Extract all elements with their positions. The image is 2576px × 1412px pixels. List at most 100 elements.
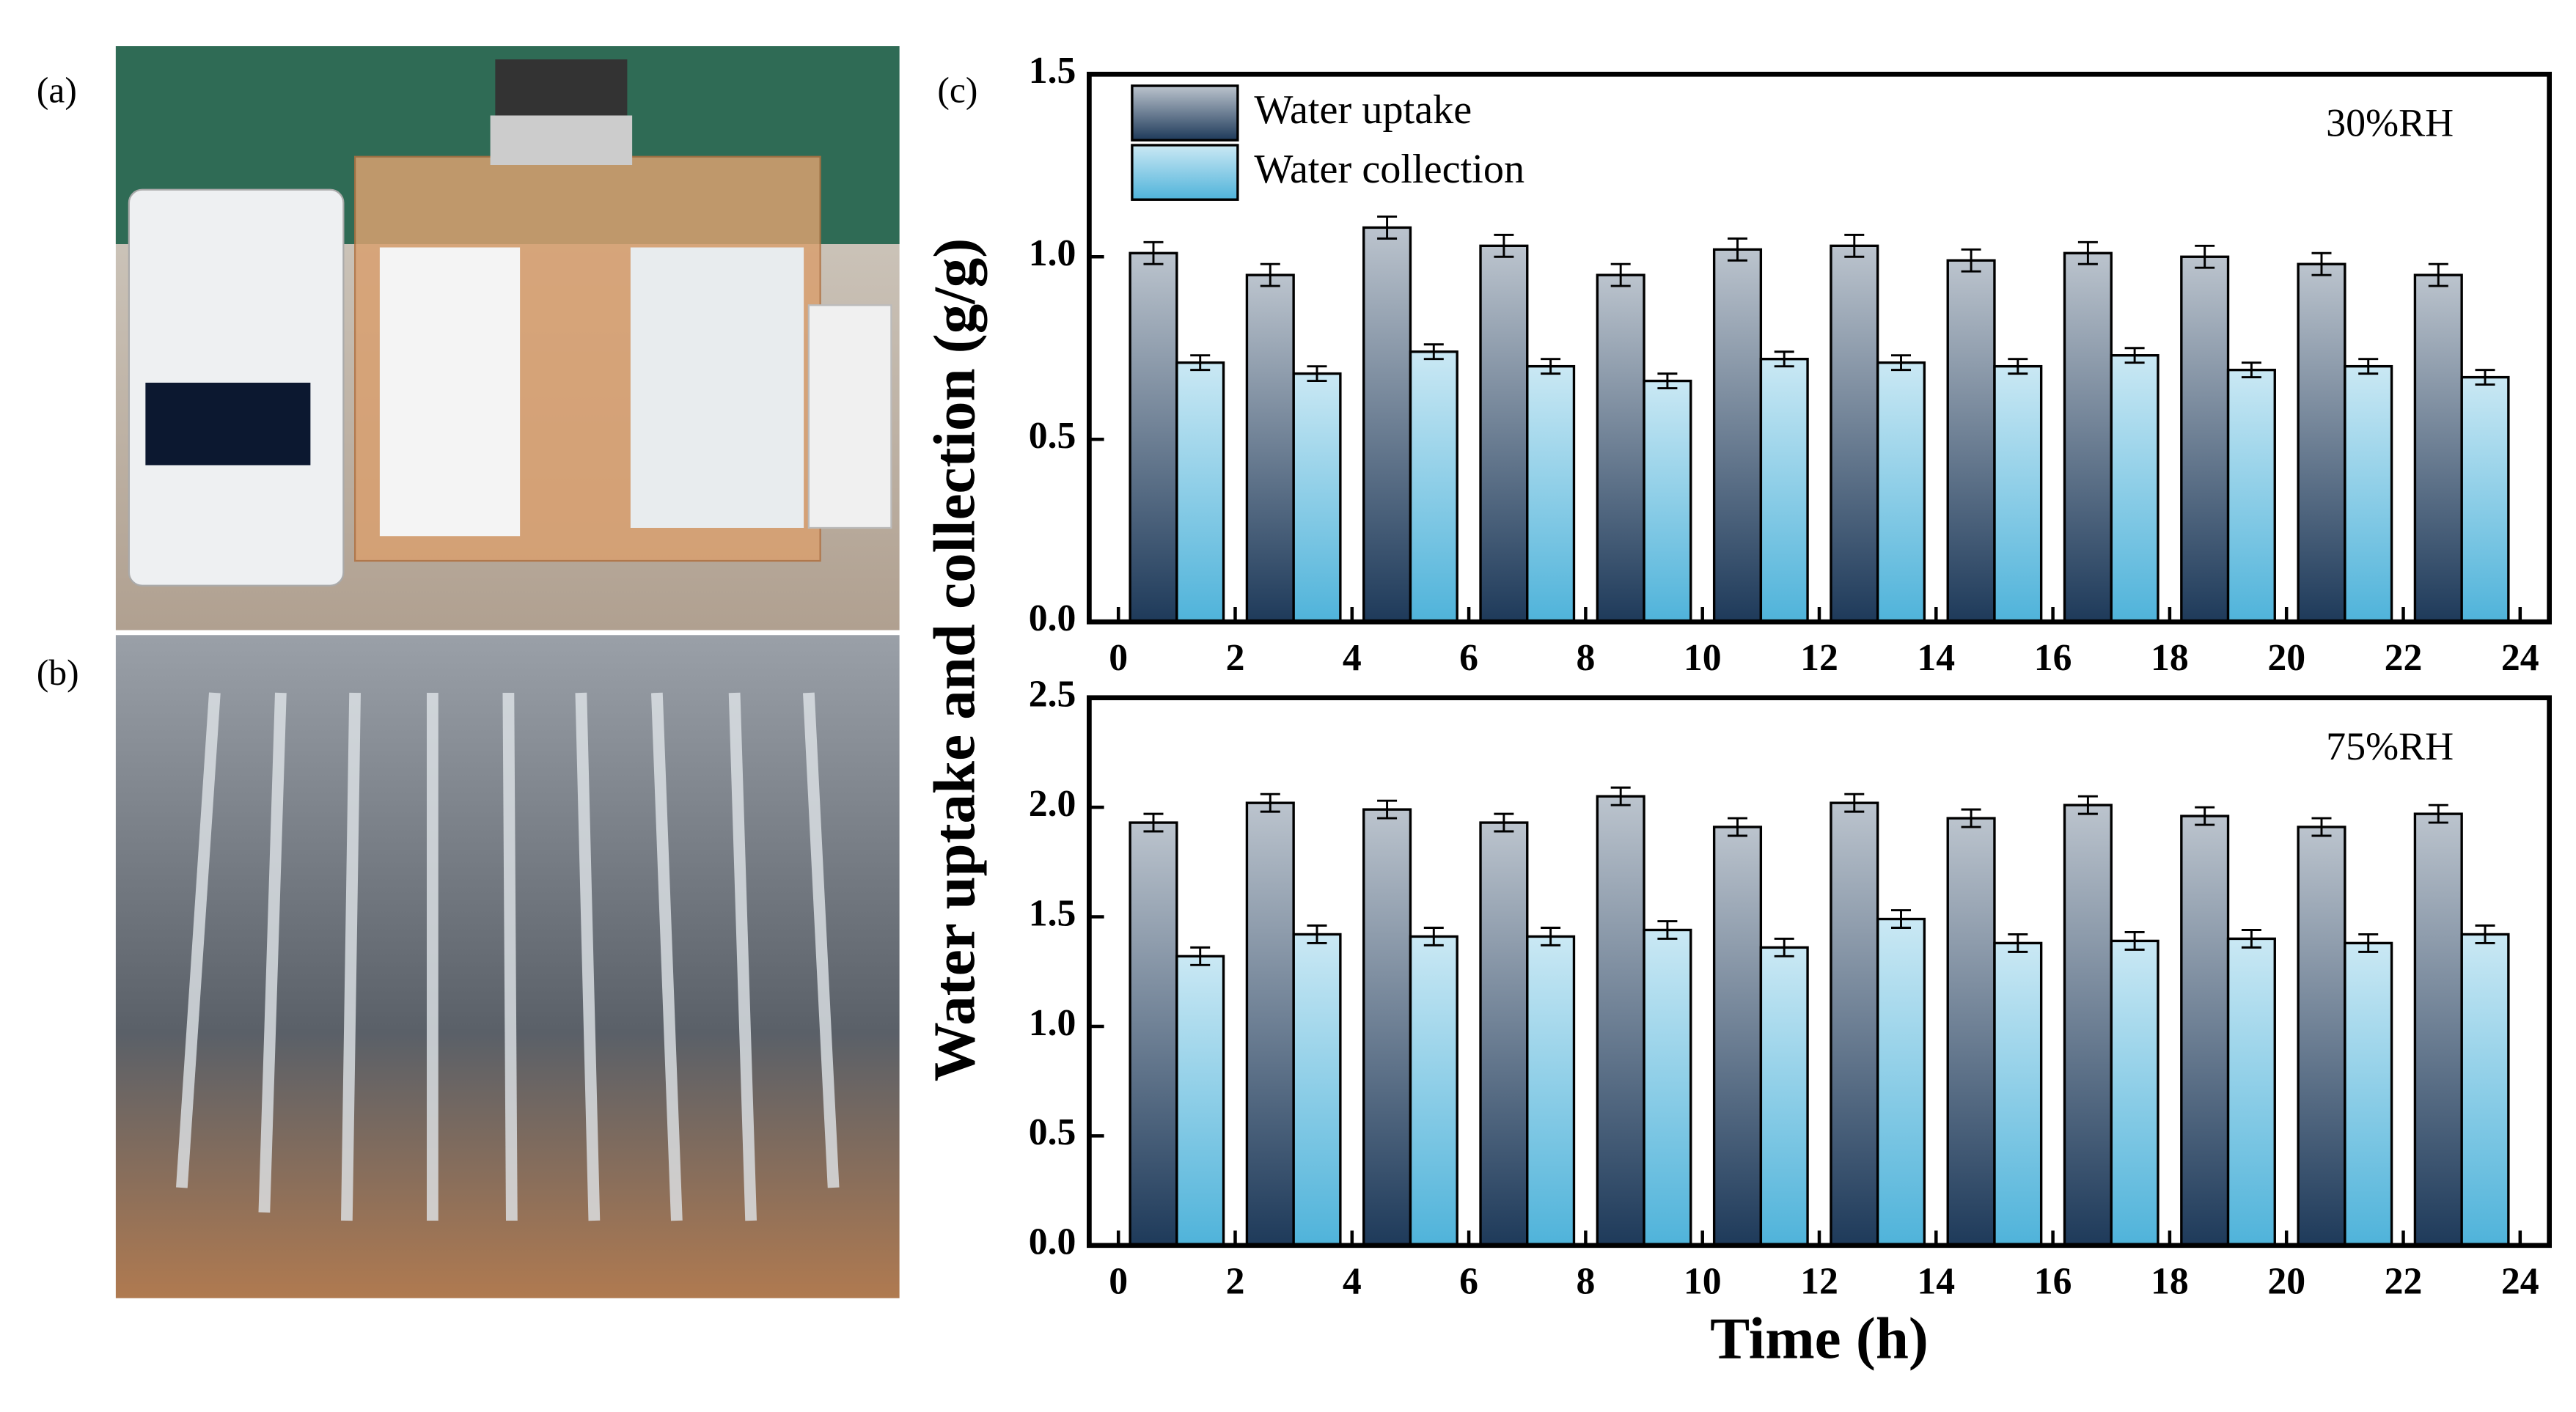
error-bar xyxy=(2124,347,2145,364)
bar xyxy=(1245,801,1295,1247)
x-tick-label: 2 xyxy=(1226,637,1245,679)
error-bar xyxy=(2195,806,2215,826)
y-axis-label: Water uptake and collection (g/g) xyxy=(921,238,987,1081)
error-bar xyxy=(2358,358,2379,375)
bar xyxy=(2413,812,2463,1247)
x-tick-label: 6 xyxy=(1459,637,1478,679)
bar xyxy=(1292,933,1342,1247)
x-tick-label: 24 xyxy=(2501,637,2539,679)
error-bar xyxy=(2428,262,2448,287)
bar xyxy=(1362,808,1412,1247)
error-bar xyxy=(1423,343,1444,361)
bar xyxy=(1292,372,1342,623)
error-bar xyxy=(2241,361,2261,379)
y-tick-label: 1.0 xyxy=(1029,232,1076,274)
error-bar xyxy=(2475,369,2495,386)
x-tick-label: 8 xyxy=(1576,1261,1595,1303)
error-bar xyxy=(1961,808,1981,828)
bar xyxy=(1596,273,1645,623)
y-tick-label: 2.0 xyxy=(1029,783,1076,825)
error-bar xyxy=(1774,937,1794,957)
bar xyxy=(1830,801,1879,1247)
error-bar xyxy=(2475,924,2495,944)
panel-label: (b) xyxy=(37,652,79,693)
x-tick-label: 14 xyxy=(1917,1261,1955,1303)
bar xyxy=(1876,917,1926,1247)
bar xyxy=(1830,244,1879,623)
bar xyxy=(1526,364,1576,623)
error-bar xyxy=(2311,251,2332,276)
bar xyxy=(2063,804,2113,1247)
annotation: 30%RH xyxy=(2326,101,2454,145)
photo-a xyxy=(115,46,900,630)
x-tick-label: 20 xyxy=(2267,1261,2305,1303)
bar xyxy=(1643,379,1692,623)
legend-label: Water uptake xyxy=(1254,87,1472,133)
error-bar xyxy=(2008,358,2028,375)
bar xyxy=(2226,937,2276,1247)
bar xyxy=(1409,935,1458,1247)
legend-swatch xyxy=(1131,84,1239,141)
error-bar xyxy=(2428,804,2448,824)
bar xyxy=(2110,354,2159,623)
x-tick-label: 24 xyxy=(2501,1261,2539,1303)
error-bar xyxy=(1423,927,1444,946)
error-bar xyxy=(1891,354,1912,372)
x-tick-label: 12 xyxy=(1800,637,1838,679)
bar xyxy=(2063,251,2113,623)
error-bar xyxy=(1610,786,1631,806)
annotation: 75%RH xyxy=(2326,724,2454,768)
bar xyxy=(1759,358,1809,623)
y-tick-label: 1.5 xyxy=(1029,892,1076,934)
error-bar xyxy=(1190,354,1211,372)
error-bar xyxy=(1143,812,1164,833)
error-bar xyxy=(1377,799,1398,820)
bar xyxy=(1712,248,1763,623)
error-bar xyxy=(2311,817,2332,837)
y-tick-label: 1.0 xyxy=(1029,1002,1076,1044)
bar xyxy=(1362,226,1412,623)
error-bar xyxy=(1727,817,1747,837)
bar xyxy=(2110,939,2159,1247)
error-bar xyxy=(1961,248,1981,273)
y-tick-label: 0.5 xyxy=(1029,1111,1076,1153)
error-bar xyxy=(1307,924,1327,944)
bar xyxy=(1245,273,1295,623)
error-bar xyxy=(1377,216,1398,240)
x-tick-label: 16 xyxy=(2034,1261,2072,1303)
x-tick-label: 4 xyxy=(1343,1261,1362,1303)
bar xyxy=(1526,935,1576,1247)
bar xyxy=(2460,933,2510,1247)
bar xyxy=(1175,361,1225,623)
x-tick-label: 22 xyxy=(2385,1261,2423,1303)
error-bar xyxy=(2358,933,2379,953)
bar xyxy=(1993,941,2043,1247)
photo-b xyxy=(115,635,900,1298)
error-bar xyxy=(2195,244,2215,269)
bar xyxy=(2344,941,2393,1247)
bar xyxy=(1479,821,1529,1247)
panel-label: (c) xyxy=(937,70,977,111)
error-bar xyxy=(1844,233,1865,258)
y-tick-label: 0.5 xyxy=(1029,415,1076,457)
bar xyxy=(2180,815,2230,1247)
x-tick-label: 0 xyxy=(1109,637,1128,679)
error-bar xyxy=(2077,795,2098,815)
bar xyxy=(2344,364,2393,623)
x-tick-label: 4 xyxy=(1343,637,1362,679)
error-bar xyxy=(1727,237,1747,262)
x-tick-label: 20 xyxy=(2267,637,2305,679)
x-tick-label: 18 xyxy=(2151,637,2189,679)
bar xyxy=(2180,255,2230,623)
bar xyxy=(2413,273,2463,623)
error-bar xyxy=(1260,793,1280,813)
error-bar xyxy=(1844,793,1865,813)
x-tick-label: 2 xyxy=(1226,1261,1245,1303)
error-bar xyxy=(1541,358,1561,375)
x-tick-label: 14 xyxy=(1917,637,1955,679)
x-tick-label: 10 xyxy=(1684,1261,1722,1303)
x-tick-label: 12 xyxy=(1800,1261,1838,1303)
bar xyxy=(1596,795,1645,1247)
bar xyxy=(1993,364,2043,623)
error-bar xyxy=(1610,262,1631,287)
